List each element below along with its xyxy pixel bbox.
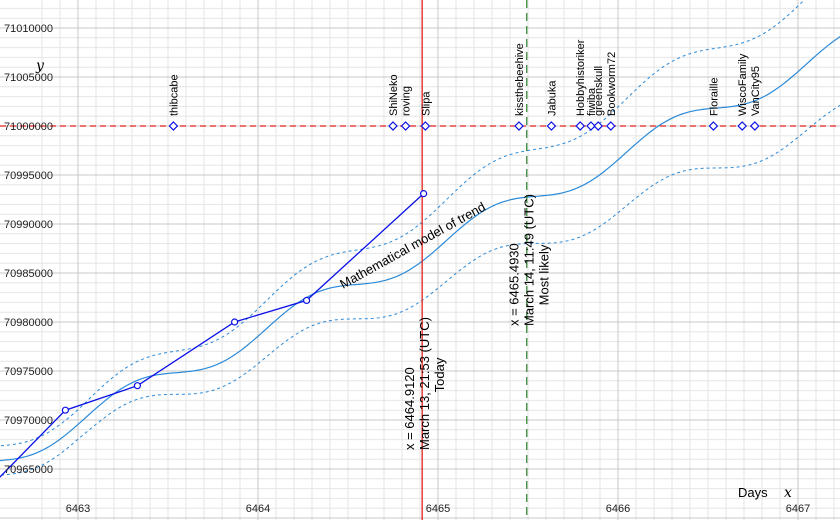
model-lower-bound	[0, 104, 840, 476]
x-tick-label: 6463	[66, 503, 90, 515]
guess-label-vancity95: VanCity95	[750, 66, 762, 116]
guess-label-roving: roving	[401, 86, 413, 116]
marker-label-today: March 13, 21:53 (UTC)	[417, 317, 432, 450]
observed-point	[133, 382, 141, 390]
guess-label-kissthebeehive: kissthebeehive	[514, 43, 526, 116]
model-band	[0, 0, 840, 476]
guess-points	[168, 121, 760, 131]
observed-point	[61, 406, 70, 414]
y-tick-label: 71010000	[4, 23, 53, 35]
y-tick-label: 71000000	[4, 121, 53, 133]
vertical-markers: x = 6464.9120 March 13, 21:53 (UTC) Today x…	[402, 0, 552, 520]
guess-label-slipa: Slipa	[420, 91, 432, 116]
guess-label-jabuka: Jabuka	[546, 80, 558, 116]
y-tick-label: 70980000	[4, 317, 53, 329]
guess-label-bookworm72: Bookworm72	[606, 52, 618, 116]
y-tick-label: 70995000	[4, 170, 53, 182]
y-tick-label: 71005000	[4, 72, 53, 84]
guess-label-hobbyhistoriker: Hobbyhistoriker	[575, 39, 587, 116]
y-tick-label: 70985000	[4, 268, 53, 280]
observed-point	[420, 190, 428, 198]
guess-point-hobbyhistoriker	[575, 121, 586, 131]
guess-point-fiwiba	[586, 121, 596, 131]
guess-label-thibcabe: thibcabe	[168, 74, 180, 116]
marker-label-most-likely: x = 6465.4930	[507, 243, 522, 326]
x-axis-symbol: x	[784, 485, 792, 501]
guess-point-kissthebeehive	[514, 121, 524, 131]
marker-label-today: Today	[432, 357, 447, 392]
x-tick-label: 6464	[246, 503, 270, 515]
y-tick-label: 70965000	[4, 464, 53, 476]
x-tick-label: 6467	[786, 503, 810, 515]
y-axis-symbol: y	[35, 58, 45, 74]
guess-point-vancity95	[749, 121, 760, 131]
y-tick-label: 70975000	[4, 366, 53, 378]
guess-label-wiscofamily: WiscoFamily	[737, 53, 749, 116]
axis-ticks: 6463 6464 6465 6466 6467 70965000 70970000 7097…	[4, 23, 810, 515]
guess-point-thibcabe	[168, 121, 179, 131]
model-upper-bound	[0, 0, 805, 447]
observed-point	[303, 296, 311, 305]
trend-label: Mathematical model of trend	[337, 199, 488, 292]
guess-label-greenskull: greenskull	[593, 66, 605, 116]
marker-label-most-likely: Most likely	[537, 244, 552, 305]
y-tick-label: 70970000	[4, 415, 53, 427]
observed-series	[0, 190, 428, 478]
guess-point-bookworm72	[605, 121, 616, 131]
guess-label-shineko: ShiNeko	[388, 74, 400, 116]
guess-label-floraille: Floraille	[708, 77, 720, 116]
marker-label-most-likely: March 14, 11:49 (UTC)	[522, 194, 537, 326]
guess-labels: thibcabe ShiNeko roving Slipa kissthebeehive…	[168, 39, 761, 116]
x-tick-label: 6466	[606, 503, 630, 515]
x-tick-label: 6465	[426, 503, 450, 515]
guess-point-floraille	[708, 121, 719, 131]
y-tick-label: 70990000	[4, 219, 53, 231]
observed-line	[0, 193, 425, 478]
guess-point-shineko	[388, 121, 398, 131]
model-curve	[0, 36, 840, 462]
x-axis-label: Days	[738, 485, 768, 500]
guess-point-roving	[400, 121, 411, 131]
guess-point-wiscofamily	[737, 121, 748, 131]
marker-label-today: x = 6464.9120	[402, 367, 417, 450]
guess-point-slipa	[420, 121, 431, 131]
observed-point	[231, 318, 239, 326]
guess-label-fiwiba: fiwiba	[586, 87, 598, 116]
guess-point-jabuka	[546, 121, 557, 131]
guess-point-greenskull	[593, 121, 604, 131]
